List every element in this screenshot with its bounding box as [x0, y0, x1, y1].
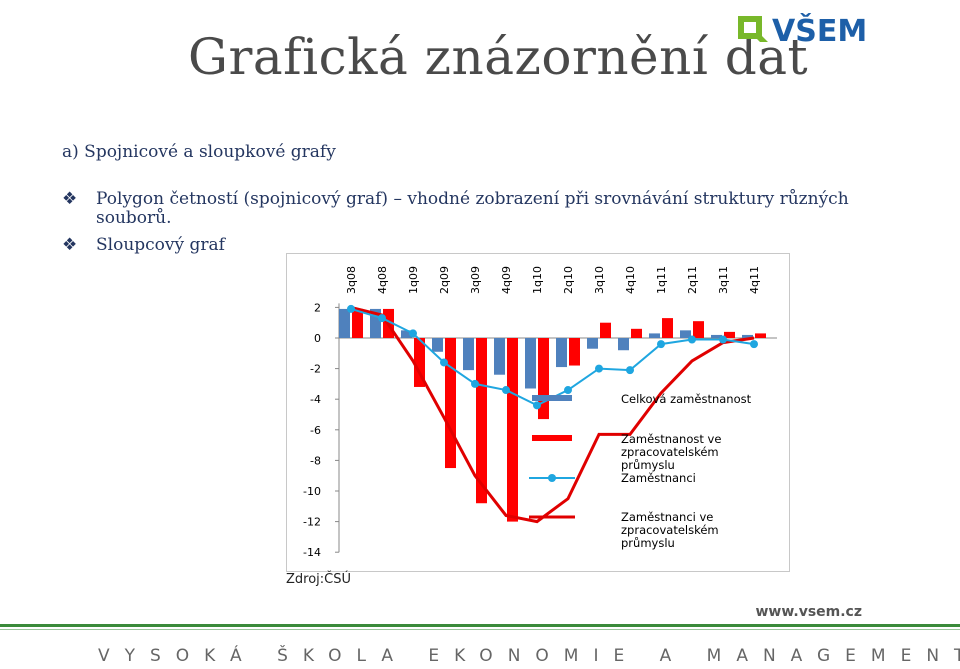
x-category-label: 2q10 [562, 266, 575, 294]
bar-total-employment [711, 334, 722, 338]
bar-total-employment [494, 338, 505, 375]
bar-manufacturing-employment [693, 321, 704, 338]
x-category-label: 1q11 [655, 266, 668, 294]
x-category-label: 3q08 [345, 266, 358, 294]
employment-chart: 2 0 -2 -4 -6 -8 -10 -12 -14 3q08 4q08 1q09 2q09 3q09 4… [303, 266, 777, 559]
y-tick-label: -6 [310, 424, 321, 437]
legend-label: průmyslu [621, 458, 675, 472]
line-employees-point [595, 364, 603, 373]
bar-manufacturing-employment [476, 338, 487, 504]
bar-total-employment [649, 333, 660, 338]
footer-url: www.vsem.cz [755, 604, 862, 620]
y-tick-label: -8 [310, 454, 321, 467]
line-employees-point [626, 366, 634, 375]
logo-q-mark [738, 16, 768, 42]
x-category-label: 1q10 [531, 266, 544, 294]
line-employees-point [719, 335, 727, 344]
line-manufacturing-employees [350, 305, 755, 524]
slide-title: Grafická znázornění dat [188, 28, 809, 86]
bullet-text-continuation: souborů. [96, 208, 172, 228]
bar-total-employment [525, 338, 536, 389]
footer-school-name: VYSOKÁ ŠKOLA EKONOMIE A MANAGEMENTU [98, 646, 960, 666]
bullet-text: Sloupcový graf [96, 235, 225, 255]
bar-total-employment [742, 334, 753, 338]
line-employees-point [533, 401, 541, 410]
x-category-label: 2q11 [686, 266, 699, 294]
logo-text: VŠEM [772, 12, 866, 48]
x-category-label: 4q10 [624, 266, 637, 294]
bar-manufacturing-employment [414, 338, 425, 387]
source-note: Zdroj:ČSÚ [286, 572, 352, 587]
bar-total-employment [463, 338, 474, 371]
line-employees-point [750, 340, 758, 349]
x-category-label: 4q09 [500, 266, 513, 294]
diamond-bullet-icon: ❖ [62, 235, 78, 255]
y-tick-label: -2 [310, 363, 321, 376]
bar-manufacturing-employment [755, 333, 766, 338]
legend-label: Zaměstnanost ve [621, 432, 721, 446]
section-subtitle: a) Spojnicové a sloupkové grafy [62, 142, 336, 162]
vsem-logo: VŠEM [738, 12, 866, 48]
legend-label: zpracovatelském [621, 523, 719, 537]
line-employees-point [564, 386, 572, 395]
bar-total-employment [401, 330, 412, 338]
x-category-label: 1q09 [407, 266, 420, 294]
bullet-bar-chart: ❖ Sloupcový graf [62, 236, 922, 255]
legend-label: průmyslu [621, 536, 675, 550]
y-tick-label: -10 [303, 485, 321, 498]
bar-total-employment [432, 338, 443, 352]
bar-manufacturing-employment [538, 338, 549, 420]
bar-manufacturing-employment [631, 328, 642, 338]
legend-label: Celková zaměstnanost [621, 392, 752, 406]
line-employees-point [409, 329, 417, 338]
bar-total-employment [556, 338, 567, 368]
legend-swatch-marker [548, 474, 556, 482]
diamond-bullet-icon: ❖ [62, 189, 78, 209]
x-category-label: 3q09 [469, 266, 482, 294]
line-employees-point [657, 340, 665, 349]
bar-total-employment [587, 338, 598, 349]
legend-swatch [532, 395, 572, 401]
y-tick-label: 2 [314, 301, 321, 314]
footer-divider-thin [0, 629, 960, 630]
line-employees-point [378, 314, 386, 323]
bullet-polygon: ❖ Polygon četností (spojnicový graf) – vh… [62, 190, 922, 228]
y-tick-label: -14 [303, 546, 321, 559]
line-employees-point [440, 358, 448, 367]
bar-total-employment [680, 330, 691, 338]
bar-total-employment [618, 338, 629, 351]
legend-label: Zaměstnanci [621, 471, 696, 485]
chart-frame: 2 0 -2 -4 -6 -8 -10 -12 -14 3q08 4q08 1q09 2q09 3q09 4… [286, 253, 790, 572]
line-employees-point [471, 379, 479, 388]
line-employees-point [347, 304, 355, 313]
bar-manufacturing-employment [507, 338, 518, 522]
bar-manufacturing-employment [352, 308, 363, 338]
bar-manufacturing-employment [569, 338, 580, 366]
line-employees-point [688, 335, 696, 344]
legend-label: zpracovatelském [621, 445, 719, 459]
line-employees-point [502, 386, 510, 395]
x-category-label: 4q08 [376, 266, 389, 294]
bar-total-employment [339, 308, 350, 338]
bar-manufacturing-employment [445, 338, 456, 469]
x-category-label: 3q10 [593, 266, 606, 294]
x-category-label: 2q09 [438, 266, 451, 294]
x-category-label: 4q11 [748, 266, 761, 294]
bar-manufacturing-employment [724, 331, 735, 338]
y-tick-label: -4 [310, 393, 321, 406]
legend-swatch [532, 435, 572, 441]
bar-manufacturing-employment [600, 322, 611, 338]
y-tick-label: -12 [303, 516, 321, 529]
footer-divider [0, 624, 960, 627]
y-tick-label: 0 [314, 332, 321, 345]
bullet-text: Polygon četností (spojnicový graf) – vho… [96, 189, 849, 209]
bar-total-employment [370, 308, 381, 338]
x-category-label: 3q11 [717, 266, 730, 294]
legend-label: Zaměstnanci ve [621, 510, 713, 524]
bar-manufacturing-employment [662, 318, 673, 338]
